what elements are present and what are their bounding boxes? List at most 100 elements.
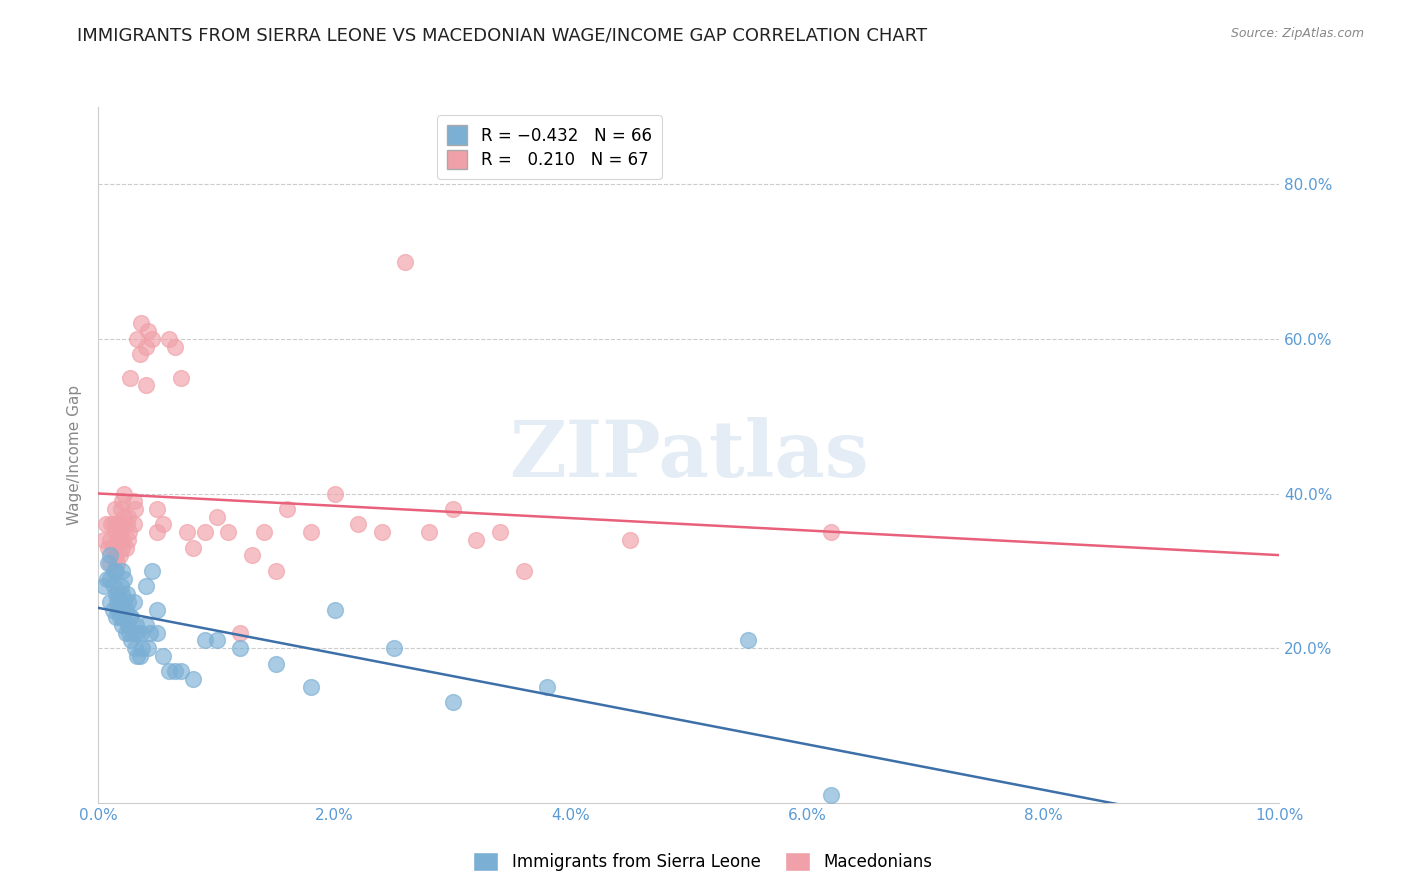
Point (418, 525, 440, 540)
Point (98, 533, 121, 547)
Point (104, 502, 127, 516)
Point (127, 332, 149, 346)
Point (323, 602, 346, 616)
Point (105, 595, 128, 609)
Point (139, 625, 162, 640)
Point (111, 494, 134, 508)
Point (176, 525, 198, 540)
Point (131, 641, 153, 656)
Point (105, 549, 128, 563)
Point (117, 533, 139, 547)
Point (157, 665, 180, 679)
Point (489, 525, 512, 540)
Point (441, 502, 464, 516)
Point (122, 517, 145, 532)
Point (129, 317, 152, 331)
Point (112, 533, 135, 547)
Point (371, 525, 394, 540)
Point (136, 324, 159, 338)
Point (124, 641, 146, 656)
Point (253, 525, 276, 540)
Point (146, 625, 169, 640)
Point (98, 556, 121, 570)
Point (536, 680, 558, 694)
Point (101, 541, 124, 555)
Point (240, 549, 263, 563)
Point (94, 517, 117, 532)
Point (146, 502, 169, 516)
Point (114, 625, 136, 640)
Point (347, 517, 370, 532)
Point (111, 564, 134, 578)
Point (98, 595, 121, 609)
Point (107, 602, 129, 616)
Point (146, 525, 169, 540)
Point (120, 610, 142, 624)
Point (101, 602, 124, 616)
Point (112, 595, 135, 609)
Point (107, 517, 129, 532)
Point (115, 517, 138, 532)
Point (111, 541, 134, 555)
Point (441, 695, 464, 709)
Point (105, 564, 128, 578)
Point (105, 610, 128, 624)
Point (128, 648, 150, 663)
Point (135, 378, 157, 392)
Point (737, 633, 759, 648)
Point (96, 572, 118, 586)
Point (323, 486, 346, 500)
Text: ZIPatlas: ZIPatlas (509, 417, 869, 493)
Point (152, 648, 174, 663)
Point (394, 254, 416, 268)
Point (136, 641, 159, 656)
Point (111, 587, 134, 601)
Point (121, 610, 143, 624)
Point (105, 556, 128, 570)
Point (117, 595, 139, 609)
Point (98, 549, 121, 563)
Point (205, 633, 228, 648)
Point (108, 595, 131, 609)
Point (170, 370, 193, 384)
Point (135, 579, 157, 593)
Point (127, 625, 149, 640)
Point (299, 680, 322, 694)
Point (112, 509, 135, 524)
Point (124, 502, 146, 516)
Point (118, 625, 141, 640)
Point (117, 509, 139, 524)
Point (125, 618, 148, 632)
Point (217, 525, 239, 540)
Point (111, 517, 134, 532)
Point (108, 610, 131, 624)
Point (157, 332, 180, 346)
Point (122, 595, 145, 609)
Point (170, 665, 193, 679)
Point (114, 541, 136, 555)
Point (165, 665, 187, 679)
Point (110, 579, 132, 593)
Point (152, 517, 174, 532)
Point (118, 525, 141, 540)
Text: IMMIGRANTS FROM SIERRA LEONE VS MACEDONIAN WAGE/INCOME GAP CORRELATION CHART: IMMIGRANTS FROM SIERRA LEONE VS MACEDONI… (77, 27, 928, 45)
Point (110, 502, 132, 516)
Legend: R = −0.432   N = 66, R =   0.210   N = 67: R = −0.432 N = 66, R = 0.210 N = 67 (437, 115, 662, 179)
Point (107, 587, 129, 601)
Point (103, 579, 125, 593)
Y-axis label: Wage/Income Gap: Wage/Income Gap (67, 384, 83, 525)
Point (108, 525, 131, 540)
Point (229, 641, 252, 656)
Point (98, 572, 121, 586)
Point (619, 533, 641, 547)
Point (276, 502, 298, 516)
Point (194, 525, 217, 540)
Point (205, 509, 228, 524)
Point (194, 633, 217, 648)
Point (264, 657, 287, 671)
Point (122, 625, 145, 640)
Point (97, 556, 120, 570)
Point (181, 672, 204, 686)
Point (121, 633, 143, 648)
Point (112, 572, 135, 586)
